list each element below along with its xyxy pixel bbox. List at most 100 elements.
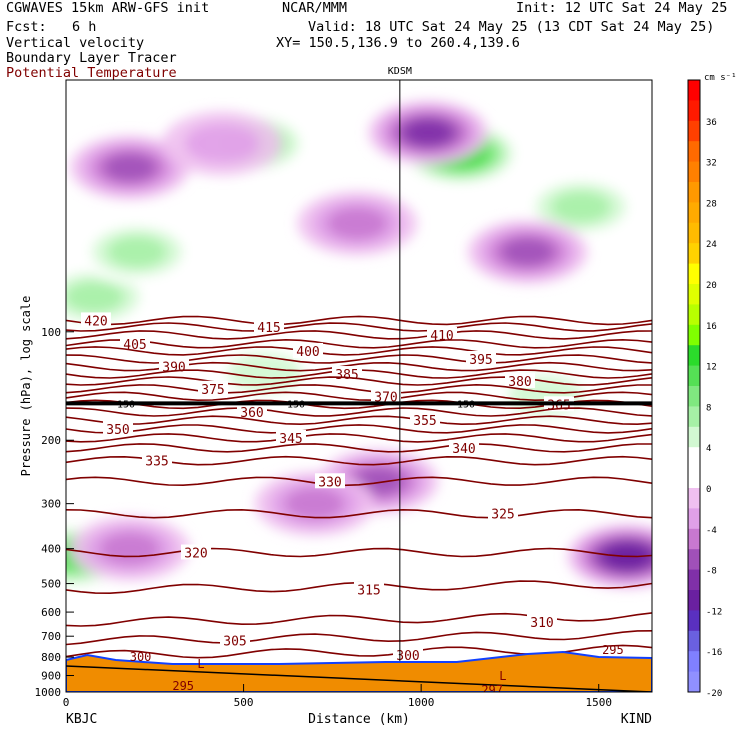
theta-label-325: 325 (491, 508, 514, 523)
theta-line-325 (66, 508, 652, 519)
colorbar-swatch-26 (688, 610, 700, 632)
colorbar-swatch-7 (688, 222, 700, 244)
theta-line-380 (66, 376, 652, 386)
theta-label-bg-345 (276, 429, 306, 445)
colorbar-frame (687, 79, 701, 693)
theta-label-bg-305 (220, 632, 250, 648)
theta-label-415: 415 (257, 321, 280, 336)
theta-label-340: 340 (452, 442, 475, 457)
theta-label-bg-415 (254, 319, 284, 335)
colorbar-label-2: 28 (706, 199, 717, 209)
theta-label-300: 300 (396, 649, 419, 664)
colorbar-label-4: 20 (706, 281, 717, 291)
colorbar-swatch-22 (688, 528, 700, 550)
colorbar-label-11: -8 (706, 567, 717, 577)
theta-label-bg-330 (315, 473, 345, 489)
colorbar-swatch-2 (688, 120, 700, 142)
center-label: NCAR/MMM (282, 0, 348, 16)
theta-line-320 (66, 547, 652, 558)
theta-label-310: 310 (530, 616, 553, 631)
y-tick-label-4: 500 (41, 578, 61, 591)
theta-label-bg-355 (410, 412, 440, 428)
model-title: CGWAVES 15km ARW-GFS init (6, 0, 210, 16)
colorbar-swatch-24 (688, 569, 700, 591)
y-tick-label-3: 400 (41, 543, 61, 556)
station-right: KIND (621, 712, 652, 727)
colorbar-swatch-29 (688, 671, 700, 693)
y-tick-label-8: 900 (41, 670, 61, 683)
colorbar-label-13: -16 (706, 648, 722, 658)
colorbar-label-8: 4 (706, 444, 711, 454)
theta-line-350 (66, 424, 652, 434)
colorbar-swatch-5 (688, 182, 700, 203)
theta-label-bg-340 (449, 439, 479, 455)
theta-label-bg-300 (393, 647, 423, 663)
field-boundary-layer-tracer: Boundary Layer Tracer (6, 50, 177, 66)
theta-label-bg-400 (293, 342, 323, 358)
updraft-cell-0 (66, 280, 125, 313)
colorbar-label-7: 8 (706, 403, 711, 413)
downdraft-cell-15 (99, 532, 160, 565)
colorbar-swatch-28 (688, 651, 700, 673)
theta-label-350: 350 (106, 423, 129, 438)
surface-label-4: 300 (130, 650, 152, 664)
colorbar-label-1: 32 (706, 159, 717, 169)
colorbar: 36 32 28 24 20 16 12 8 4 0 -4 -8 -12 -16 -20 cm s⁻¹ (687, 73, 737, 699)
colorbar-swatch-9 (688, 263, 700, 285)
theta-line-405 (66, 338, 652, 349)
theta-line-400 (66, 346, 652, 356)
surface-label-2: 295 (172, 679, 194, 693)
y-axis-label: Pressure (hPa), log scale (19, 296, 33, 477)
y-tick-label-0: 100 (41, 326, 61, 339)
theta-label-320: 320 (184, 547, 207, 562)
valid-time: Valid: 18 UTC Sat 24 May 25 (13 CDT Sat … (308, 19, 715, 35)
theta-line-410 (66, 330, 652, 340)
theta-line-360 (66, 407, 652, 417)
axes: 0 500 1000 1500 100 200 300 400 500 600 700 800 900 1… (19, 66, 652, 727)
downdraft-cell-8 (103, 153, 157, 182)
theta-label-bg-395 (466, 350, 496, 366)
cross-section-xy: XY= 150.5,136.9 to 260.4,139.6 (276, 35, 520, 51)
x-tick-label-0: 0 (63, 696, 70, 709)
tropopause-label-2: 150 (457, 399, 475, 410)
theta-label-bg-350 (103, 420, 133, 436)
theta-label-bg-360 (237, 404, 267, 420)
colorbar-swatch-23 (688, 549, 700, 571)
theta-label-bg-380 (505, 373, 535, 389)
colorbar-label-5: 16 (706, 322, 717, 332)
updraft-cell-4 (550, 190, 611, 223)
theta-label-400: 400 (296, 345, 319, 360)
theta-label-bg-335 (142, 452, 172, 468)
theta-label-bg-420 (81, 312, 111, 328)
init-time: Init: 12 UTC Sat 24 May 25 (516, 0, 728, 16)
colorbar-swatch-3 (688, 141, 700, 163)
colorbar-swatch-10 (688, 284, 700, 305)
colorbar-unit: cm s⁻¹ (704, 73, 737, 83)
theta-line-415 (66, 322, 652, 332)
terrain-fill (66, 650, 652, 692)
colorbar-swatch-21 (688, 508, 700, 530)
theta-label-335: 335 (145, 455, 168, 470)
y-tick-label-9: 1000 (35, 686, 62, 699)
x-tick-label-1: 500 (234, 696, 254, 709)
theta-label-bg-370 (371, 388, 401, 404)
theta-label-bg-405 (120, 335, 150, 351)
colorbar-swatch-4 (688, 161, 700, 183)
downdraft-cell-12 (501, 237, 554, 266)
colorbar-swatch-14 (688, 365, 700, 387)
downdraft-cell-10 (327, 207, 388, 240)
theta-line-395 (66, 354, 652, 364)
colorbar-swatch-11 (688, 304, 700, 326)
downdraft-cell-11 (404, 119, 453, 146)
theta-label-375: 375 (201, 383, 224, 398)
colorbar-label-14: -20 (706, 689, 722, 699)
station-mid-label: KDSM (388, 66, 412, 77)
surface-label-1: L (499, 669, 506, 683)
colorbar-label-6: 12 (706, 363, 717, 373)
theta-label-bg-325 (488, 505, 518, 521)
theta-label-395: 395 (469, 353, 492, 368)
theta-line-340 (66, 443, 652, 453)
field-vertical-velocity: Vertical velocity (6, 35, 145, 51)
